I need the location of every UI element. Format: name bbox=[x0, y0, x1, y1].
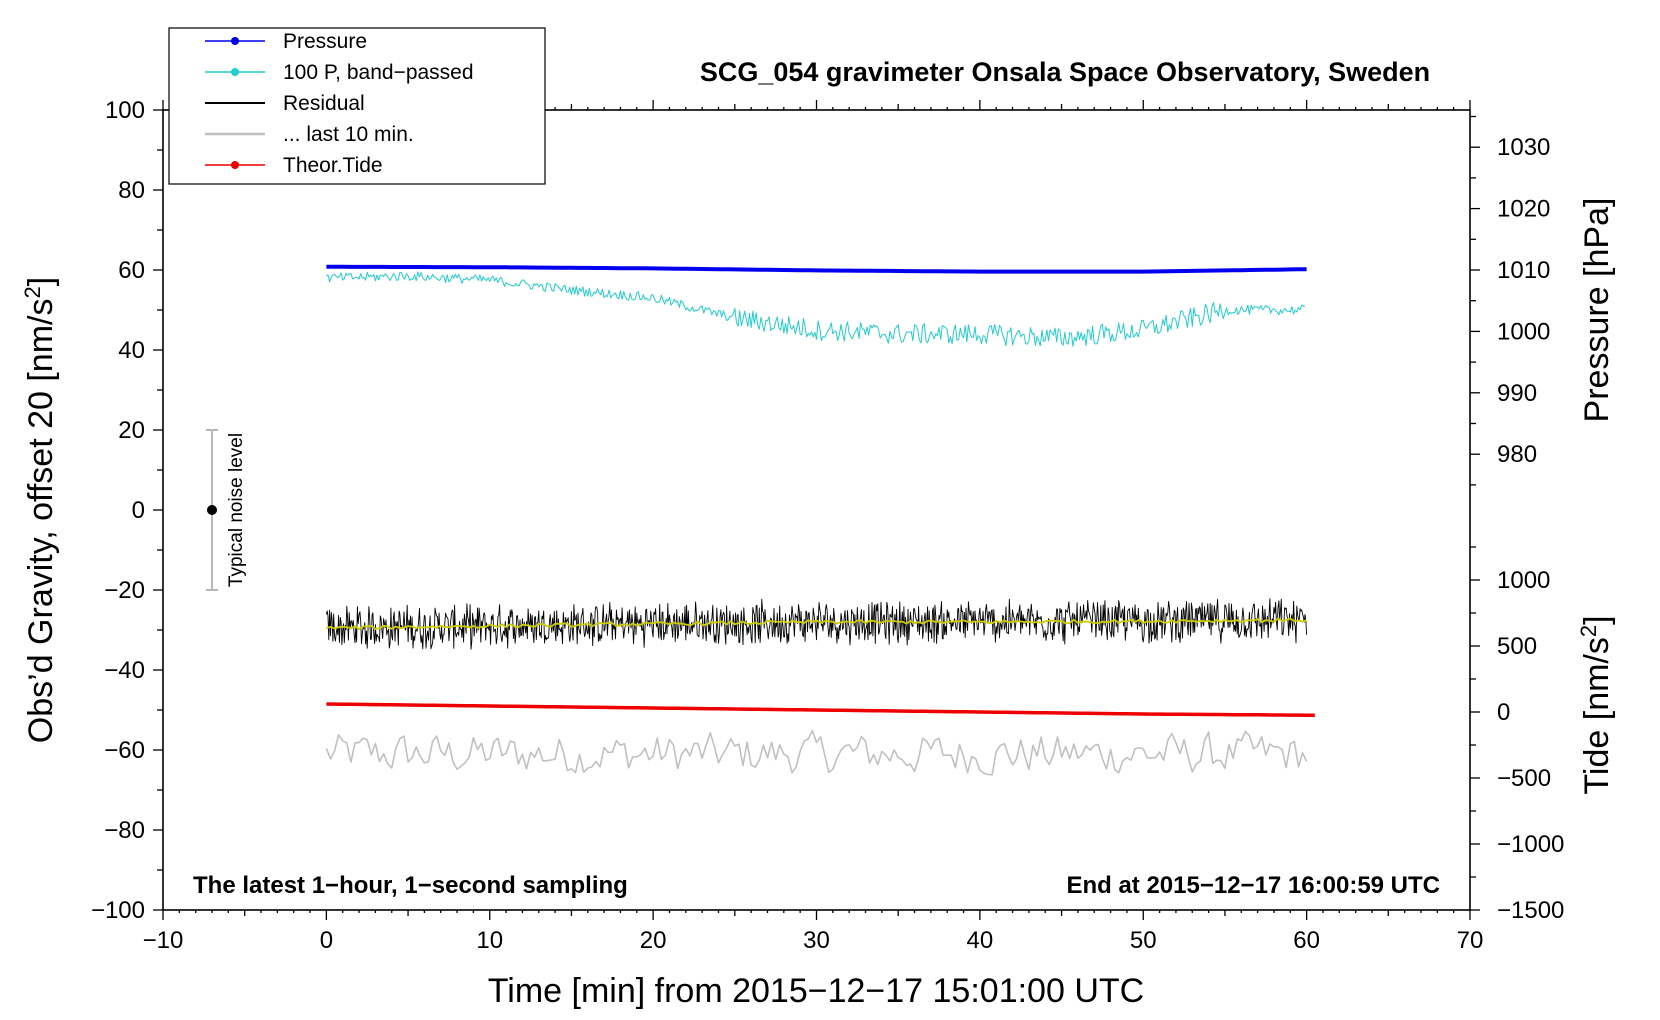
tide-tick-label: −500 bbox=[1497, 765, 1551, 792]
legend-label-last-10-min: ... last 10 min. bbox=[283, 123, 414, 146]
series-pressure bbox=[326, 264, 1307, 274]
pressure-tick-label: 1020 bbox=[1497, 196, 1550, 223]
series-band-passed bbox=[326, 271, 1306, 347]
pressure-tick-label: 1030 bbox=[1497, 134, 1550, 161]
legend-entry-residual: Residual bbox=[205, 92, 365, 115]
legend-entry-pressure: Pressure bbox=[205, 30, 367, 53]
legend-marker-pressure bbox=[231, 37, 239, 45]
chart-title: SCG_054 gravimeter Onsala Space Observat… bbox=[700, 57, 1430, 87]
legend-entry-theor-tide: Theor.Tide bbox=[205, 154, 383, 177]
y-tick-label: 0 bbox=[132, 497, 145, 524]
y-tick-label: 60 bbox=[118, 257, 145, 284]
x-tick-label: 50 bbox=[1130, 927, 1157, 954]
x-tick-label: 10 bbox=[476, 927, 503, 954]
series-last-10-min bbox=[325, 729, 1308, 776]
tide-tick-label: 500 bbox=[1497, 633, 1537, 660]
pressure-tick-label: 1010 bbox=[1497, 257, 1550, 284]
legend-label-band-passed: 100 P, band−passed bbox=[283, 61, 474, 84]
x-tick-label: 60 bbox=[1293, 927, 1320, 954]
tide-tick-label: 0 bbox=[1497, 699, 1510, 726]
axis-ticks: −10 0 10 20 30 40 50 60 70−100−80−60−40−20020406… bbox=[91, 97, 1564, 954]
tide-tick-label: −1000 bbox=[1497, 831, 1564, 858]
x-axis-title: Time [min] from 2015−12−17 15:01:00 UTC bbox=[488, 972, 1144, 1010]
y-tick-label: 100 bbox=[105, 97, 145, 124]
legend-label-residual: Residual bbox=[283, 92, 365, 115]
y-tick-label: −40 bbox=[104, 657, 145, 684]
note-end-time: End at 2015−12−17 16:00:59 UTC bbox=[1066, 872, 1440, 899]
legend-entry-band-passed: 100 P, band−passed bbox=[205, 61, 474, 84]
pressure-tick-label: 990 bbox=[1497, 380, 1537, 407]
x-tick-label: 40 bbox=[967, 927, 994, 954]
tide-tick-label: 1000 bbox=[1497, 567, 1550, 594]
y-axis-title-left: Obs’d Gravity, offset 20 [nm/s2] bbox=[20, 277, 60, 743]
y-tick-label: 40 bbox=[118, 337, 145, 364]
series-residual-smoothed bbox=[326, 617, 1307, 630]
series-layer bbox=[325, 264, 1315, 776]
legend: Pressure 100 P, band−passed Residual ...… bbox=[168, 27, 546, 185]
legend-label-pressure: Pressure bbox=[283, 30, 367, 53]
pressure-tick-label: 1000 bbox=[1497, 318, 1550, 345]
legend-box bbox=[168, 27, 546, 185]
noise-bar-label: Typical noise level bbox=[226, 433, 247, 587]
noise-bar: Typical noise level bbox=[206, 429, 247, 591]
note-sampling: The latest 1−hour, 1−second sampling bbox=[193, 872, 628, 899]
y-axis-title-pressure: Pressure [hPa] bbox=[1578, 198, 1616, 423]
y-tick-label: −100 bbox=[91, 897, 145, 924]
legend-label-theor-tide: Theor.Tide bbox=[283, 154, 383, 177]
y-tick-label: 80 bbox=[118, 177, 145, 204]
y-tick-label: −20 bbox=[104, 577, 145, 604]
legend-marker-theor-tide bbox=[231, 161, 239, 169]
x-tick-label: 30 bbox=[803, 927, 830, 954]
plot-frame bbox=[162, 109, 1471, 911]
x-tick-label: 20 bbox=[640, 927, 667, 954]
y-tick-label: 20 bbox=[118, 417, 145, 444]
series-theor-tide bbox=[326, 702, 1315, 717]
legend-entry-last-10-min: ... last 10 min. bbox=[205, 123, 414, 146]
noise-bar-center-dot bbox=[207, 505, 218, 515]
pressure-tick-label: 980 bbox=[1497, 441, 1537, 468]
x-tick-label: 0 bbox=[320, 927, 333, 954]
y-axis-title-tide: Tide [nm/s2] bbox=[1576, 615, 1616, 794]
legend-marker-band-passed bbox=[231, 68, 239, 76]
y-tick-label: −80 bbox=[104, 817, 145, 844]
tide-tick-label: −1500 bbox=[1497, 897, 1564, 924]
x-tick-label: −10 bbox=[143, 927, 184, 954]
x-tick-label: 70 bbox=[1457, 927, 1484, 954]
series-residual bbox=[325, 598, 1308, 650]
y-tick-label: −60 bbox=[104, 737, 145, 764]
